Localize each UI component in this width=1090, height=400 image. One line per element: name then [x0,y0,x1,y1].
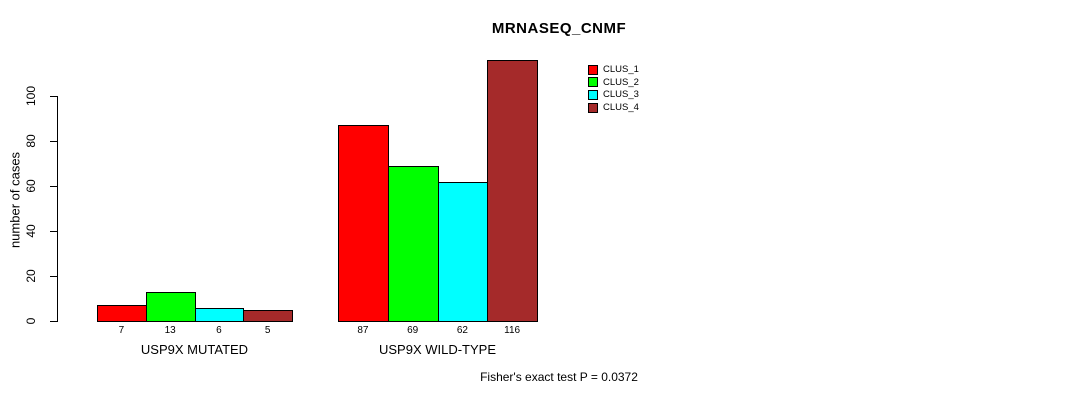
annotation-text: Fisher's exact test P = 0.0372 [480,370,638,384]
bar-clus_1-group1 [97,305,147,322]
y-axis-tick-label: 20 [24,269,38,283]
legend-label: CLUS_2 [603,76,639,88]
legend-item-clus_2: CLUS_2 [588,77,639,88]
y-axis-tick-label: 60 [24,179,38,193]
y-axis-label: number of cases [7,151,23,249]
legend-label: CLUS_3 [603,89,639,101]
legend-swatch-clus_1 [588,64,598,75]
y-axis-tick [50,276,57,277]
y-axis-tick-label: 80 [24,134,38,148]
bar-clus_1-group2 [338,125,389,322]
legend-label: CLUS_1 [603,64,639,75]
x-axis-group-label: USP9X WILD-TYPE [378,342,497,357]
y-axis-tick [50,96,57,97]
bar-value-label: 5 [264,325,271,336]
bar-clus_2-group1 [145,291,196,322]
bar-value-label: 6 [216,325,222,336]
bar-clus_4-group2 [487,60,538,322]
bar-value-label: 87 [357,325,369,336]
legend-item-clus_3: CLUS_3 [588,89,639,100]
bar-clus_2-group2 [387,165,439,322]
legend-label: CLUS_4 [603,102,639,114]
bar-value-label: 116 [504,325,521,336]
y-axis-tick-label: 100 [24,85,38,107]
y-axis-tick [50,231,57,232]
bar-value-label: 13 [164,325,176,336]
legend-swatch-clus_2 [588,77,598,88]
bar-clus_3-group1 [194,307,245,322]
x-axis-group-label: USP9X MUTATED [140,342,249,357]
y-axis-tick-label: 40 [24,224,38,238]
bar-value-label: 69 [407,325,419,336]
bar-value-label: 7 [118,325,125,336]
y-axis-line [57,96,58,322]
legend-swatch-clus_3 [588,89,598,100]
bar-clus_3-group2 [437,181,489,322]
y-axis-tick [50,321,57,322]
bar-clus_4-group1 [243,309,293,322]
chart-title: MRNASEQ_CNMF [491,20,627,37]
legend-item-clus_4: CLUS_4 [588,102,639,113]
legend-item-clus_1: CLUS_1 [588,64,639,75]
y-axis-tick [50,141,57,142]
y-axis-tick [50,186,57,187]
y-axis-tick-label: 0 [24,317,38,325]
bar-value-label: 62 [456,325,468,336]
legend-swatch-clus_4 [588,102,598,113]
